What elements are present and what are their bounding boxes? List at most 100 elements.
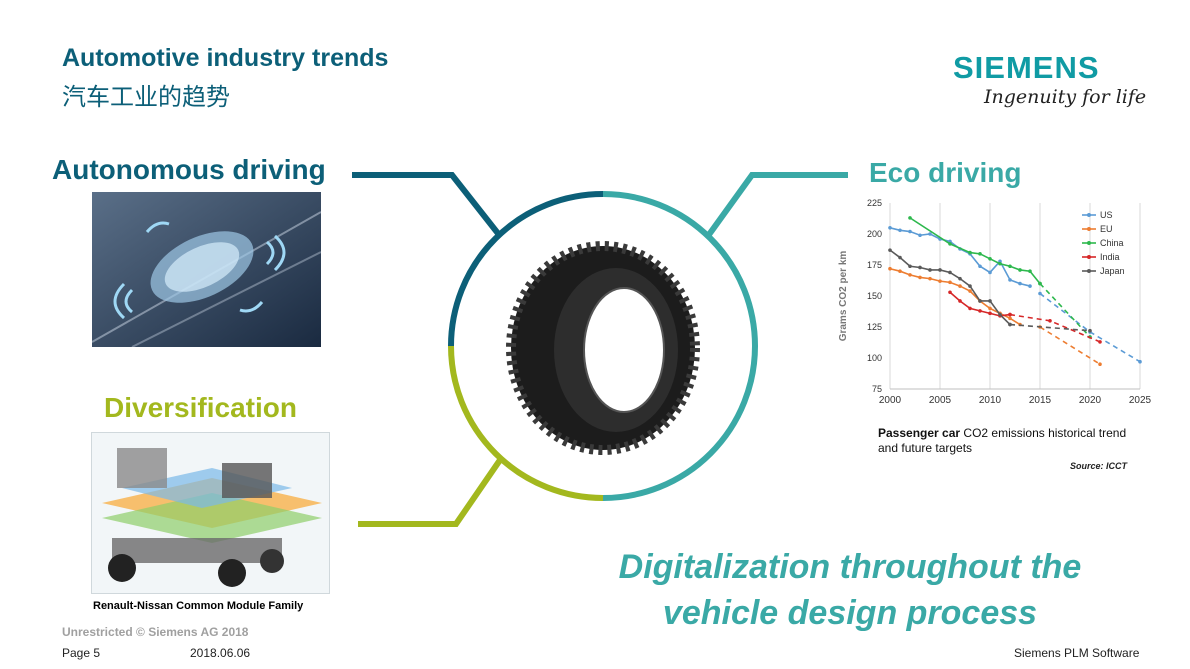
legend-marker-china — [1087, 241, 1091, 245]
autonomous-car-illustration — [92, 192, 321, 347]
data-point-japan — [978, 299, 982, 303]
chart-source: Source: ICCT — [1070, 461, 1128, 471]
data-point-us — [1008, 278, 1012, 282]
data-point-us — [998, 259, 1002, 264]
classification-label: Unrestricted © Siemens AG 2018 — [62, 625, 249, 639]
x-tick-label: 2010 — [979, 395, 1002, 406]
data-point-us — [888, 226, 892, 230]
data-point-china — [998, 261, 1002, 266]
common-module-illustration — [102, 448, 322, 587]
data-point-eu — [938, 279, 942, 283]
target-line-eu — [1039, 326, 1101, 365]
data-point-china — [988, 257, 992, 261]
x-tick-label: 2020 — [1079, 395, 1102, 406]
ring-arc-diversification — [448, 345, 604, 501]
data-point-china — [978, 252, 982, 256]
data-point-us — [978, 264, 982, 269]
data-point-us — [928, 232, 932, 236]
data-point-china — [1008, 264, 1012, 269]
data-point-eu — [958, 284, 962, 288]
legend-marker-eu — [1087, 227, 1091, 231]
data-point-eu — [968, 289, 972, 293]
ring-arc-autonomous — [448, 191, 604, 347]
target-point-us — [1038, 291, 1042, 296]
target-line-japan — [1009, 323, 1091, 332]
x-tick-label: 2025 — [1129, 395, 1152, 406]
y-tick-label: 175 — [867, 260, 882, 270]
chart-caption: Passenger car CO2 emissions historical t… — [878, 426, 1126, 456]
data-point-china — [1028, 269, 1032, 273]
y-axis-label: Grams CO2 per km — [838, 251, 849, 342]
data-point-india — [948, 290, 952, 295]
data-point-eu — [948, 280, 952, 285]
y-tick-label: 125 — [867, 322, 882, 332]
digitalization-line1: Digitalization throughout the — [618, 548, 1082, 586]
y-tick-label: 150 — [867, 291, 882, 301]
x-tick-label: 2005 — [929, 395, 952, 406]
data-point-japan — [898, 255, 902, 260]
target-point-eu — [1098, 362, 1102, 366]
data-point-eu — [898, 269, 902, 273]
data-point-japan — [958, 276, 962, 281]
data-point-japan — [948, 270, 952, 275]
series-line-china — [909, 217, 1041, 285]
target-line-china — [1039, 283, 1091, 338]
data-point-us — [908, 229, 912, 234]
legend-marker-japan — [1087, 269, 1091, 273]
data-point-us — [918, 233, 922, 238]
data-point-japan — [988, 299, 992, 303]
target-point-india — [1008, 312, 1012, 317]
y-tick-label: 75 — [872, 384, 882, 394]
legend-label-us: US — [1100, 210, 1113, 220]
target-point-japan — [1088, 328, 1092, 333]
diversification-title: Diversification — [104, 392, 297, 423]
y-tick-label: 100 — [867, 353, 882, 363]
siemens-logo: SIEMENS — [953, 50, 1100, 85]
chart-caption-line2: and future targets — [878, 441, 973, 455]
footer-org: Siemens PLM Software — [1014, 646, 1140, 660]
data-point-us — [948, 239, 952, 244]
data-point-us — [898, 228, 902, 233]
logo-tagline: Ingenuity for life — [984, 86, 1147, 108]
footer-date: 2018.06.06 — [190, 646, 251, 660]
data-point-india — [978, 309, 982, 313]
data-point-eu — [1008, 316, 1012, 321]
legend-label-india: India — [1100, 252, 1120, 262]
data-point-eu — [988, 306, 992, 311]
page-subtitle: 汽车工业的趋势 — [62, 83, 230, 111]
data-point-eu — [918, 275, 922, 280]
y-tick-label: 200 — [867, 229, 882, 239]
legend-label-china: China — [1100, 238, 1124, 248]
eco-driving-title: Eco driving — [869, 157, 1022, 188]
chart-caption-rest: CO2 emissions historical trend — [960, 426, 1127, 440]
target-point-india — [1098, 340, 1102, 344]
data-point-eu — [928, 276, 932, 281]
data-point-us — [1028, 284, 1032, 288]
common-module-image — [91, 432, 330, 594]
data-point-japan — [888, 248, 892, 252]
target-point-us — [1138, 359, 1142, 364]
data-point-japan — [968, 284, 972, 288]
data-point-japan — [918, 265, 922, 270]
data-point-japan — [938, 268, 942, 272]
data-point-china — [908, 216, 912, 220]
x-tick-label: 2015 — [1029, 395, 1052, 406]
data-point-india — [958, 299, 962, 303]
page-title: Automotive industry trends — [62, 44, 389, 72]
co2-chart: 2000 2005 2010 2015 2020 2025 75 100 125 150 175 20… — [838, 198, 1152, 406]
legend-marker-india — [1087, 255, 1091, 259]
y-tick-label: 225 — [867, 198, 882, 208]
data-point-eu — [908, 273, 912, 277]
data-point-india — [988, 311, 992, 316]
diversification-caption: Renault-Nissan Common Module Family — [93, 600, 304, 612]
chart-caption-bold: Passenger car — [878, 426, 961, 440]
data-point-japan — [908, 264, 912, 269]
data-point-us — [1018, 281, 1022, 286]
data-point-japan — [928, 268, 932, 272]
autonomous-car-image — [92, 192, 321, 347]
data-point-eu — [888, 266, 892, 271]
legend-label-japan: Japan — [1100, 266, 1125, 276]
data-point-china — [1018, 268, 1022, 272]
diversification-connector — [358, 458, 503, 527]
